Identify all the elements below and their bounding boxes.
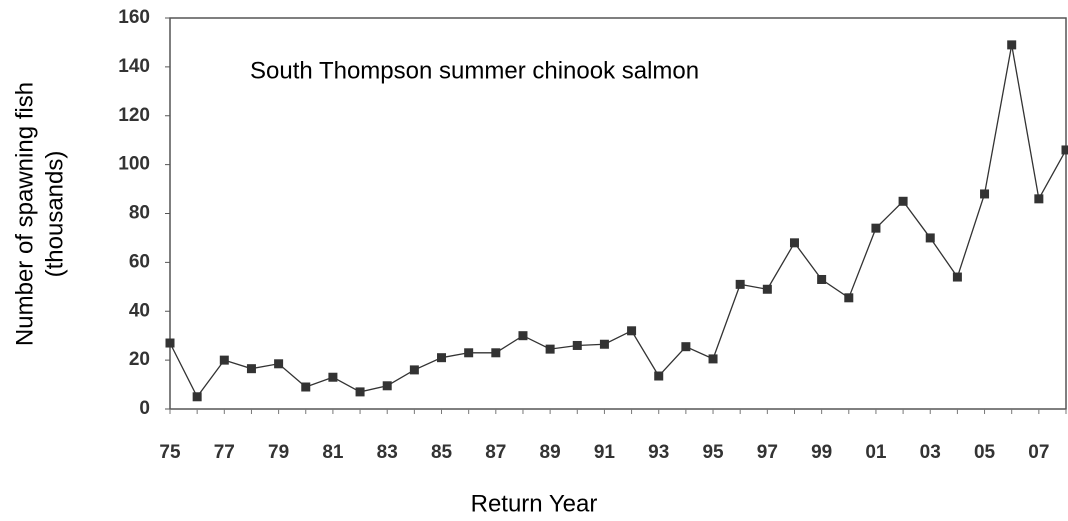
data-point xyxy=(654,371,664,381)
data-point xyxy=(871,223,881,233)
y-axis-label: (thousands) xyxy=(41,151,68,278)
data-point xyxy=(599,339,609,349)
y-tick-label: 40 xyxy=(129,300,150,321)
x-tick-label: 93 xyxy=(648,442,669,463)
data-point xyxy=(789,238,799,248)
data-point xyxy=(762,284,772,294)
data-point xyxy=(437,353,447,363)
data-point xyxy=(681,342,691,352)
x-tick-label: 79 xyxy=(268,442,289,463)
data-line xyxy=(169,44,1067,399)
x-tick-label: 87 xyxy=(485,442,506,463)
x-tick-label: 03 xyxy=(920,442,941,463)
x-tick-label: 89 xyxy=(540,442,561,463)
x-tick-label: 77 xyxy=(214,442,235,463)
data-point xyxy=(192,392,202,402)
y-tick-label: 120 xyxy=(118,105,150,126)
data-point xyxy=(1007,40,1017,50)
x-tick-label: 91 xyxy=(594,442,616,463)
data-point xyxy=(1034,194,1044,204)
x-tick-label: 99 xyxy=(811,442,832,463)
x-axis-label: Return Year xyxy=(471,490,598,517)
data-point xyxy=(219,355,229,365)
y-tick-label: 100 xyxy=(118,154,150,175)
data-point xyxy=(328,372,338,382)
x-tick-label: 85 xyxy=(431,442,453,463)
x-tick-label: 83 xyxy=(377,442,398,463)
data-point xyxy=(382,381,392,391)
data-point xyxy=(898,196,908,206)
data-point xyxy=(246,364,256,374)
data-point xyxy=(844,293,854,303)
y-tick-label: 160 xyxy=(118,7,150,28)
data-point xyxy=(708,354,718,364)
x-tick-label: 07 xyxy=(1028,442,1049,463)
data-point xyxy=(301,382,311,392)
y-tick-label: 0 xyxy=(139,398,150,419)
data-point xyxy=(627,326,637,336)
data-point xyxy=(355,387,365,397)
data-point xyxy=(491,348,501,358)
x-tick-label: 81 xyxy=(322,442,344,463)
x-tick-label: 05 xyxy=(974,442,996,463)
x-tick-label: 75 xyxy=(159,442,181,463)
chart-title: South Thompson summer chinook salmon xyxy=(250,57,699,84)
data-point xyxy=(274,359,284,369)
y-axis-label: Number of spawning fish xyxy=(11,82,38,346)
y-tick-label: 80 xyxy=(129,203,150,224)
data-point xyxy=(409,365,419,375)
data-point xyxy=(952,272,962,282)
data-point xyxy=(572,340,582,350)
data-point xyxy=(165,338,175,348)
data-point xyxy=(1061,145,1068,155)
data-point xyxy=(518,331,528,341)
y-tick-label: 60 xyxy=(129,251,150,272)
x-tick-label: 01 xyxy=(865,442,887,463)
data-point xyxy=(735,279,745,289)
data-point xyxy=(980,189,990,199)
data-point xyxy=(817,274,827,284)
y-tick-label: 140 xyxy=(118,56,150,77)
data-point xyxy=(464,348,474,358)
x-tick-label: 95 xyxy=(702,442,724,463)
y-tick-label: 20 xyxy=(129,349,150,370)
data-point xyxy=(925,233,935,243)
data-point xyxy=(545,344,555,354)
x-tick-label: 97 xyxy=(757,442,778,463)
